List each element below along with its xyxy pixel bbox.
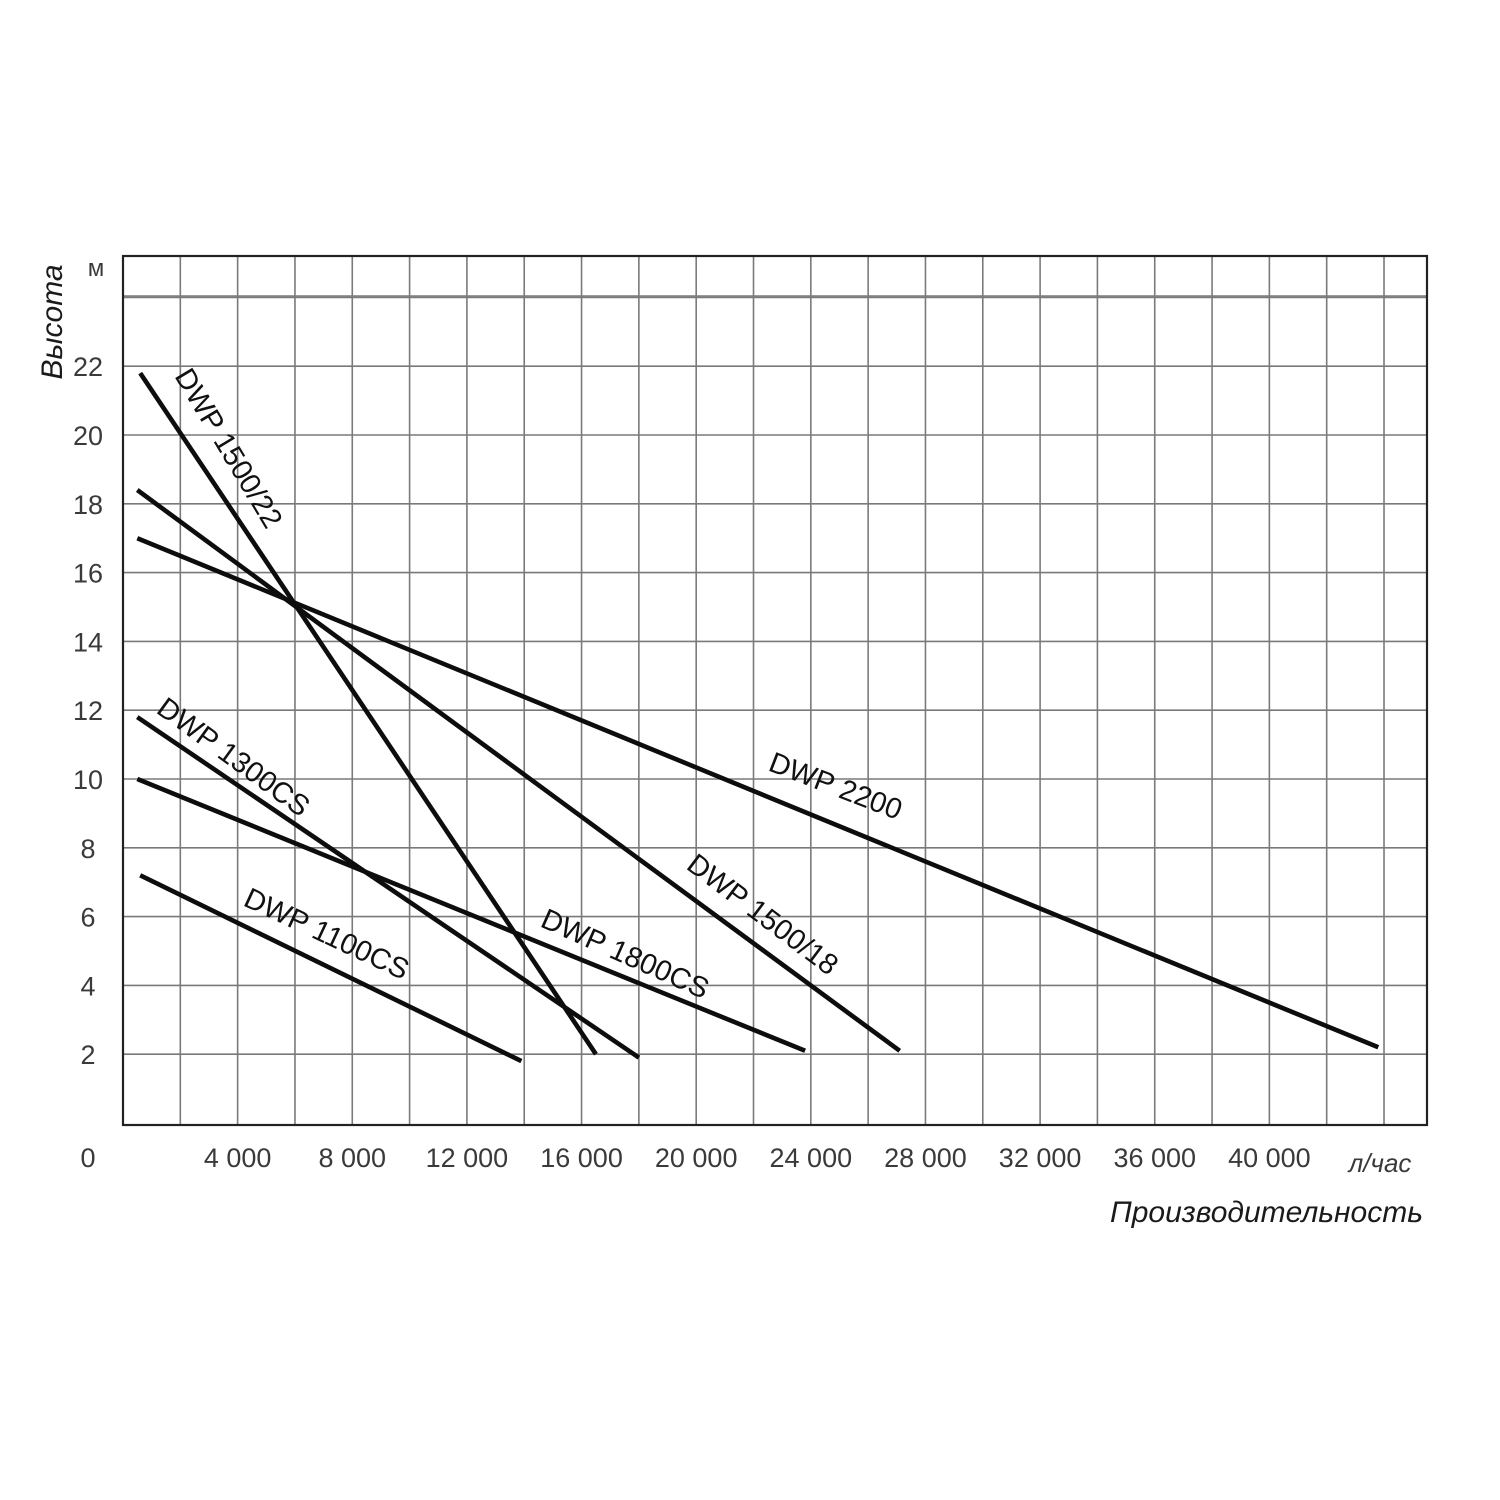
y-axis-title: Высота	[36, 264, 69, 379]
y-axis-unit: м	[88, 255, 105, 282]
y-tick-label: 14	[73, 627, 103, 657]
x-tick-label: 12 000	[426, 1143, 509, 1173]
x-tick-label: 8 000	[318, 1143, 386, 1173]
series-labels: DWP 1500/22 DWP 1500/18 DWP 2200 DWP 130…	[151, 363, 907, 1005]
y-tick-label: 18	[73, 490, 103, 520]
series-label-dwp-1500-18: DWP 1500/18	[681, 848, 844, 982]
y-tick-label: 16	[73, 559, 103, 589]
series-line-dwp-1800cs	[136, 776, 806, 1053]
x-tick-label: 16 000	[540, 1143, 623, 1173]
x-tick-label: 36 000	[1113, 1143, 1196, 1173]
origin-label: 0	[80, 1143, 95, 1173]
plot-frame	[121, 254, 1429, 1127]
y-tick-label: 12	[73, 696, 103, 726]
y-tick-label: 2	[80, 1040, 95, 1070]
x-tick-label: 24 000	[770, 1143, 853, 1173]
x-tick-labels: 4 000 8 000 12 000 16 000 20 000 24 000 28 000…	[204, 1143, 1311, 1173]
y-tick-label: 4	[80, 971, 95, 1001]
series-label-dwp-1300cs: DWP 1300CS	[151, 692, 315, 824]
x-tick-label: 4 000	[204, 1143, 272, 1173]
x-tick-label: 28 000	[884, 1143, 967, 1173]
x-tick-label: 32 000	[999, 1143, 1082, 1173]
series-label-dwp-2200: DWP 2200	[764, 747, 906, 827]
series-line-dwp-1500-22	[138, 371, 598, 1056]
x-axis-unit: л/час	[1347, 1148, 1412, 1178]
y-tick-label: 20	[73, 421, 103, 451]
y-tick-label: 6	[80, 903, 95, 933]
x-tick-label: 20 000	[655, 1143, 738, 1173]
series-line-dwp-1500-18	[135, 488, 902, 1053]
grid	[123, 256, 1427, 1125]
series-line-dwp-1300cs	[136, 715, 641, 1060]
y-tick-label: 8	[80, 834, 95, 864]
y-tick-label: 10	[73, 765, 103, 795]
series-lines	[135, 371, 1380, 1064]
y-tick-label: 22	[73, 352, 103, 382]
series-line-dwp-2200	[136, 536, 1380, 1050]
x-axis-title: Производительность	[1110, 1196, 1423, 1229]
y-tick-labels: 2 4 6 8 10 12 14 16 18 20 22	[73, 352, 103, 1070]
x-tick-label: 40 000	[1228, 1143, 1311, 1173]
series-line-dwp-1100cs	[139, 873, 523, 1064]
